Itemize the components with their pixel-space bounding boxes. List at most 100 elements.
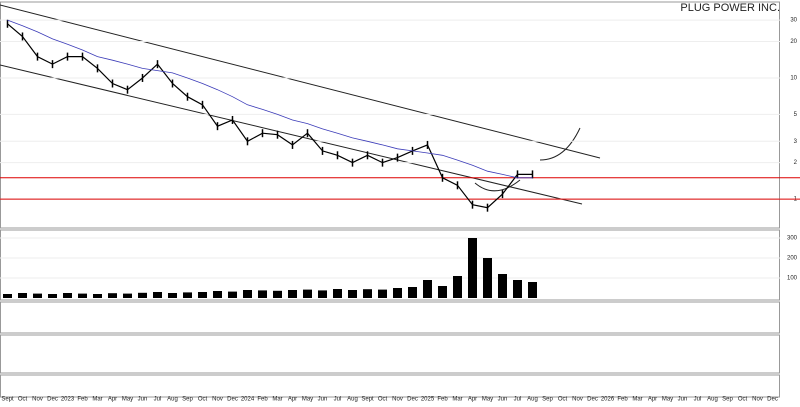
volume-bar (198, 292, 207, 298)
volume-bar (318, 290, 327, 298)
x-tick-label: Jul (154, 397, 162, 402)
x-tick-label: Nov (752, 397, 763, 402)
volume-bar (168, 293, 177, 298)
volume-bar (18, 293, 27, 298)
x-tick-label: 2025 (421, 397, 435, 402)
price-panel (0, 1, 780, 229)
volume-bar (393, 288, 402, 298)
x-tick-label: Oct (378, 397, 388, 402)
volume-bar (213, 291, 222, 298)
volume-panel (0, 229, 780, 301)
x-tick-label: Oct (18, 397, 28, 402)
x-tick-label: Mar (452, 397, 462, 402)
x-tick-label: Dec (47, 397, 58, 402)
arc (539, 127, 581, 161)
x-tick-label: Apr (468, 397, 477, 402)
volume-bar (273, 290, 282, 298)
y-tick-label: 10 (790, 76, 797, 82)
x-tick-label: Jul (514, 397, 522, 402)
x-tick-label: Apr (288, 397, 297, 402)
y-tick-label: 200 (787, 256, 798, 262)
x-tick-label: Dec (407, 397, 418, 402)
chart-title: PLUG POWER INC. (680, 2, 780, 14)
x-tick-label: Apr (108, 397, 117, 402)
x-tick-label: Aug (707, 397, 718, 402)
x-tick-label: Mar (92, 397, 102, 402)
trend-line (0, 4, 601, 159)
x-tick-label: Oct (738, 397, 748, 402)
volume-bar (108, 293, 117, 298)
x-tick-label: Mar (632, 397, 642, 402)
y-tick-label: 2 (794, 160, 798, 166)
volume-bar (513, 280, 522, 298)
x-tick-label: Aug (347, 397, 358, 402)
y-tick-label: 100 (787, 276, 798, 282)
x-tick-label: Sep (542, 397, 553, 402)
volume-bar (63, 293, 72, 298)
arc (474, 179, 521, 192)
volume-bar (138, 292, 147, 298)
x-tick-label: 2024 (241, 397, 255, 402)
volume-bar (33, 293, 42, 298)
volume-bar (3, 294, 12, 298)
x-tick-label: Sept (361, 397, 374, 402)
x-tick-label: Feb (257, 397, 268, 402)
x-tick-label: Sept (1, 397, 14, 402)
x-tick-label: Nov (572, 397, 583, 402)
volume-bar (78, 293, 87, 298)
x-tick-label: Jul (694, 397, 702, 402)
volume-bar (243, 290, 252, 298)
x-tick-label: Feb (437, 397, 448, 402)
x-tick-label: May (662, 397, 673, 402)
y-tick-label: 20 (790, 39, 797, 45)
volume-bar (93, 294, 102, 298)
volume-bar (153, 292, 162, 298)
volume-bar (528, 282, 537, 298)
macd-panel (0, 334, 780, 374)
x-tick-label: Aug (167, 397, 178, 402)
volume-bar (468, 238, 477, 298)
x-tick-label: Feb (77, 397, 88, 402)
volume-bar (228, 291, 237, 298)
volume-bar (498, 274, 507, 298)
x-tick-label: May (482, 397, 493, 402)
y-tick-label: 30 (790, 18, 797, 24)
x-tick-label: Oct (558, 397, 568, 402)
y-tick-label: 1 (794, 197, 798, 203)
x-tick-label: 2023 (61, 397, 75, 402)
trend-line (0, 64, 583, 205)
volume-bar (48, 294, 57, 298)
volume-bar (123, 293, 132, 298)
x-tick-label: Nov (32, 397, 43, 402)
y-tick-label: 300 (787, 236, 798, 242)
volume-bar (303, 289, 312, 298)
x-tick-label: Dec (227, 397, 238, 402)
signal-panel (0, 374, 780, 398)
x-tick-label: Jun (678, 397, 688, 402)
volume-bar (363, 289, 372, 298)
x-tick-label: Jun (138, 397, 148, 402)
volume-bar (423, 280, 432, 298)
x-tick-label: Jun (318, 397, 328, 402)
x-tick-label: Oct (198, 397, 208, 402)
volume-bar (333, 289, 342, 298)
volume-bar (483, 258, 492, 298)
series-line (7, 19, 533, 179)
x-tick-label: Apr (648, 397, 657, 402)
series-line (7, 23, 533, 209)
volume-bar (453, 276, 462, 298)
x-tick-label: Dec (587, 397, 598, 402)
x-tick-label: Jul (334, 397, 342, 402)
volume-bar (348, 290, 357, 298)
rsi-panel (0, 301, 780, 334)
x-tick-label: Nov (392, 397, 403, 402)
volume-bar (438, 286, 447, 298)
volume-bar (183, 292, 192, 298)
x-tick-label: Aug (527, 397, 538, 402)
volume-bar (408, 287, 417, 298)
x-tick-label: Feb (617, 397, 628, 402)
x-tick-label: Sep (722, 397, 733, 402)
x-tick-label: May (302, 397, 313, 402)
